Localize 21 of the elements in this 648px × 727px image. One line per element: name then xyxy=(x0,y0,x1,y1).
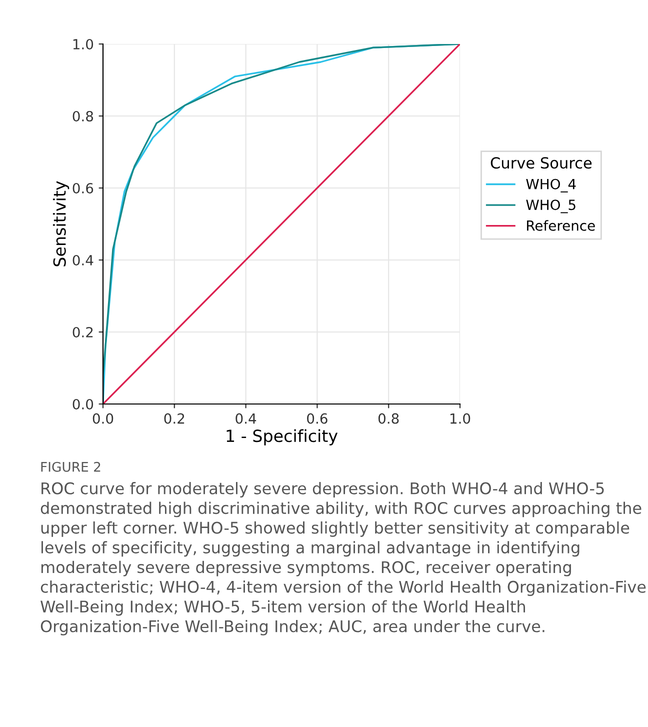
x-axis-title: 1 - Specificity xyxy=(226,429,338,446)
legend-label: WHO_5 xyxy=(526,200,576,214)
x-tick-label: 0.8 xyxy=(378,413,399,424)
x-tick-label: 1.0 xyxy=(450,413,470,424)
y-axis-title: Sensitivity xyxy=(52,181,70,266)
x-tick-label: 0.2 xyxy=(164,413,184,424)
line-series xyxy=(103,44,460,404)
y-tick-label: 0.8 xyxy=(72,110,94,122)
y-tick-label: 1.0 xyxy=(73,38,94,50)
y-tick-label: 0.6 xyxy=(72,182,94,194)
x-tick-label: 0.0 xyxy=(92,413,114,424)
x-tick-label: 0.4 xyxy=(236,413,256,424)
caption: FIGURE 2 xyxy=(41,462,100,472)
legend-title: Curve Source xyxy=(490,157,592,169)
x-tick-label: 0.6 xyxy=(307,413,328,424)
legend-label: Reference xyxy=(527,220,595,231)
y-tick-label: 0.2 xyxy=(72,326,93,338)
text: ROC curve for moderately severe depression. Both WHO-4 and WHO-5 demonstrated high discriminative ability, with ROC curves approaching the upper left corner. WHO-5 showed slightly better sensitivity at comparable levels of specificity, suggesting a marginal advantage in identifying moderately severe depressive symptoms. ROC, receiver operating characteristic; WHO-4, 4-item version of the World Health Organization-Five Well-Being Index; WHO-5, 5-item version of the World Health Organization-Five Well-Being Index; AUC, area under the curve. xyxy=(40,482,646,636)
y-tick-label: 0.0 xyxy=(72,398,94,410)
y-tick-label: 0.4 xyxy=(72,254,94,266)
legend-label: WHO_4 xyxy=(526,178,576,192)
